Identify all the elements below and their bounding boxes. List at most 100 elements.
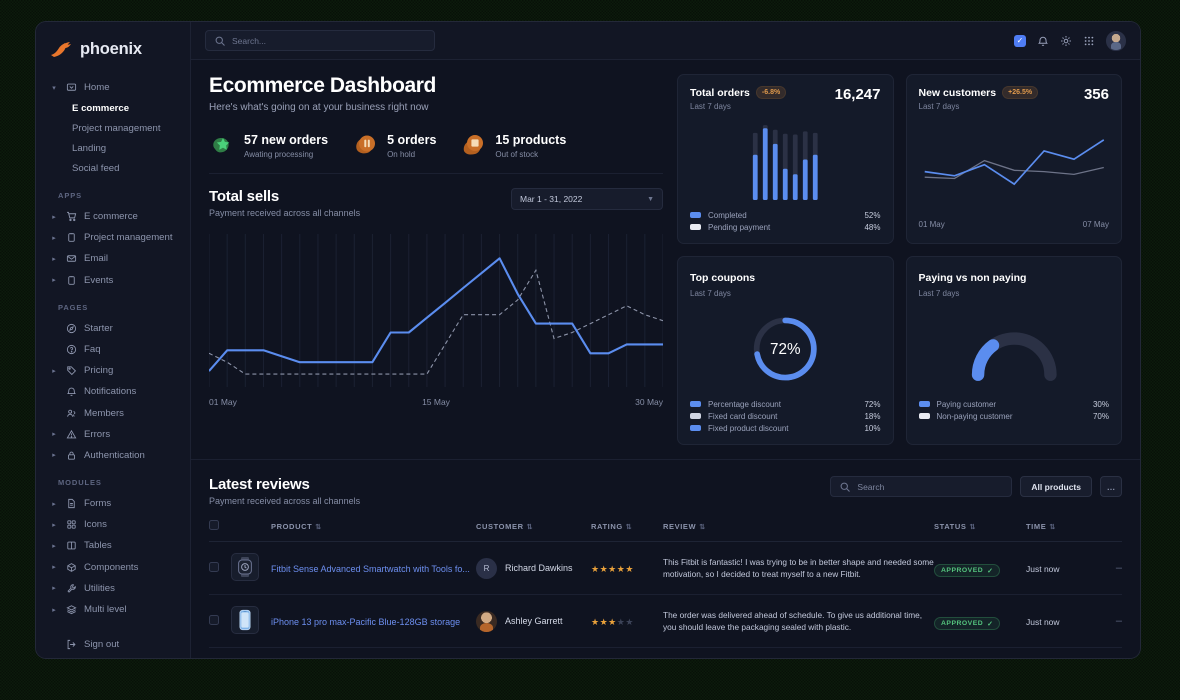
sidebar-item-project-management[interactable]: ▸ Project management [36,227,190,248]
sidebar-item-starter[interactable]: Starter [36,318,190,339]
legend-value: 70% [1092,411,1109,421]
chevron-right-icon: ▸ [52,606,56,614]
product-link[interactable]: iPhone 13 pro max-Pacific Blue-128GB sto… [271,617,461,628]
more-options-button[interactable]: … [1100,476,1122,498]
row-select-cell[interactable] [209,594,231,649]
sidebar-item-tables[interactable]: ▸ Tables [36,535,190,556]
row-actions-button[interactable]: – [1100,594,1122,649]
column-header-review[interactable]: REVIEW ⇅ [663,520,934,543]
brand[interactable]: phoenix [36,22,190,77]
column-header-time[interactable]: TIME ⇅ [1026,520,1100,543]
sidebar-item-landing[interactable]: Landing [36,139,190,159]
lock-icon [65,449,77,461]
select-all-header[interactable] [209,520,231,543]
sidebar-item-email[interactable]: ▸ Email [36,248,190,269]
stat-item: 5 orders On hold [352,131,436,159]
sidebar-item-e-commerce[interactable]: E commerce [36,98,190,118]
sidebar-item-faq[interactable]: Faq [36,339,190,360]
sidebar-item-label: Tables [84,540,112,552]
legend-label: Pending payment [708,222,771,232]
legend-label: Fixed card discount [708,411,778,421]
date-range-select[interactable]: Mar 1 - 31, 2022 ▼ [511,188,663,210]
sidebar-item-multi-level[interactable]: ▸ Multi level [36,599,190,620]
column-header-status[interactable]: STATUS ⇅ [934,520,1026,543]
sidebar-item-members[interactable]: Members [36,402,190,423]
sidebar-item-home[interactable]: ▾ Home [36,77,190,98]
sidebar-item-utilities[interactable]: ▸ Utilities [36,578,190,599]
reviews-search-input[interactable]: Search [830,476,1013,498]
table-row[interactable]: Fitbit Sense Advanced Smartwatch with To… [209,541,1122,596]
sidebar-item-label: E commerce [72,102,130,114]
select-all-checkbox[interactable] [209,520,219,531]
sidebar-item-icons[interactable]: ▸ Icons [36,514,190,535]
total-sells-chart: 01 May 15 May 30 May [209,230,663,410]
sidebar-item-authentication[interactable]: ▸ Authentication [36,445,190,466]
review-cell: This Fitbit is fantastic! I was trying t… [663,541,934,596]
grid-squares-icon [65,519,77,531]
search-input[interactable]: Search... [205,30,435,51]
warning-triangle-icon [65,428,77,440]
sidebar-item-label: Home [84,82,110,94]
bell-icon[interactable] [1037,35,1049,47]
sidebar-item-label: Icons [84,519,107,531]
row-checkbox[interactable] [209,615,219,626]
sidebar: phoenix ▾ Home E commerce Project managemen… [36,22,191,658]
table-row[interactable]: iPhone 13 pro max-Pacific Blue-128GB sto… [209,594,1122,649]
legend-item: Fixed product discount 10% [690,422,881,434]
sidebar-item-e-commerce[interactable]: ▸ E commerce [36,206,190,227]
time-cell: Just now [1026,541,1100,596]
sidebar-item-components[interactable]: ▸ Components [36,557,190,578]
column-label: RATING [591,521,623,531]
sign-out-icon [65,639,77,651]
sidebar-item-social-feed[interactable]: Social feed [36,159,190,179]
column-header-rating[interactable]: RATING ⇅ [591,520,663,543]
stat-value: 57 new orders [244,133,329,147]
column-header-customer[interactable]: CUSTOMER ⇅ [476,520,591,543]
content-scroll[interactable]: Ecommerce Dashboard Here's what's going … [191,60,1140,658]
total-sells-title: Total sells [209,188,280,205]
sidebar-item-project-management[interactable]: Project management [36,118,190,138]
legend-value: 10% [864,423,881,433]
sidebar-item-notifications[interactable]: Notifications [36,381,190,402]
row-actions-button[interactable]: – [1100,541,1122,596]
topbar: Search... ✓ [191,22,1140,60]
pause-blob-icon [352,131,380,159]
sidebar-item-label: Email [84,253,108,265]
total-sells-subtitle: Payment received across all channels [209,208,361,218]
product-link[interactable]: Fitbit Sense Advanced Smartwatch with To… [271,564,470,575]
legend-label: Paying customer [936,399,997,409]
sidebar-item-errors[interactable]: ▸ Errors [36,424,190,445]
box-blob-icon [460,131,488,159]
legend-swatch [690,425,701,432]
row-select-cell[interactable] [209,541,231,596]
column-header-product[interactable]: PRODUCT ⇅ [271,520,476,543]
card-new-customers: New customers +26.5% Last 7 days 356 [905,74,1122,245]
chevron-right-icon: ▸ [52,500,56,508]
main-area: Search... ✓ Ecommerce Dashb [191,22,1140,658]
home-screen-icon [65,82,77,94]
page-subtitle: Here's what's going on at your business … [209,102,429,113]
legend-value: 30% [1092,399,1109,409]
stat-caption: Out of stock [495,150,539,159]
quick-stats: 57 new orders Awating processing 5 orders O… [209,131,663,174]
compass-icon [65,322,77,334]
axis-tick: 01 May [209,397,237,407]
cube-icon [65,561,77,573]
sidebar-item-label: Events [84,274,114,286]
row-checkbox[interactable] [209,562,219,573]
table-columns-icon [65,540,77,552]
card-title: Paying vs non paying [918,272,1027,285]
all-products-button[interactable]: All products [1020,476,1092,498]
row-actions-header [1100,520,1122,543]
checkbox-toggle-icon[interactable]: ✓ [1014,34,1026,47]
column-label: REVIEW [663,521,697,531]
avatar[interactable] [1106,30,1126,51]
sidebar-item-events[interactable]: ▸ Events [36,270,190,291]
grid-apps-icon[interactable] [1083,35,1095,47]
sidebar-item-pricing[interactable]: ▸ Pricing [36,360,190,381]
sidebar-item-label: Starter [84,322,113,334]
sidebar-item-forms[interactable]: ▸ Forms [36,493,190,514]
gear-icon[interactable] [1060,35,1072,47]
sidebar-item-sign-out[interactable]: Sign out [36,634,190,655]
app-window: phoenix ▾ Home E commerce Project managemen… [36,22,1140,658]
